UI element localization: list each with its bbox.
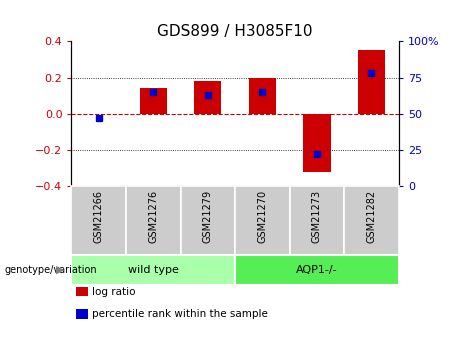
Text: genotype/variation: genotype/variation <box>5 265 97 275</box>
Text: GSM21276: GSM21276 <box>148 190 158 243</box>
Bar <box>71 255 235 285</box>
Text: GSM21266: GSM21266 <box>94 190 104 243</box>
Bar <box>358 50 385 114</box>
Text: AQP1-/-: AQP1-/- <box>296 265 338 275</box>
Bar <box>235 255 399 285</box>
Text: GSM21279: GSM21279 <box>203 190 213 243</box>
Text: wild type: wild type <box>128 265 179 275</box>
Text: percentile rank within the sample: percentile rank within the sample <box>92 309 268 319</box>
Text: ▶: ▶ <box>56 265 65 275</box>
Bar <box>71 186 126 255</box>
Bar <box>194 81 221 114</box>
Text: GSM21273: GSM21273 <box>312 190 322 243</box>
Bar <box>126 186 181 255</box>
Bar <box>303 114 331 172</box>
Text: log ratio: log ratio <box>92 287 136 296</box>
Bar <box>249 78 276 114</box>
Bar <box>235 186 290 255</box>
Title: GDS899 / H3085F10: GDS899 / H3085F10 <box>157 24 313 39</box>
Bar <box>290 186 344 255</box>
Bar <box>344 186 399 255</box>
Bar <box>181 186 235 255</box>
Text: GSM21282: GSM21282 <box>366 190 377 243</box>
Bar <box>140 88 167 114</box>
Text: GSM21270: GSM21270 <box>257 190 267 243</box>
